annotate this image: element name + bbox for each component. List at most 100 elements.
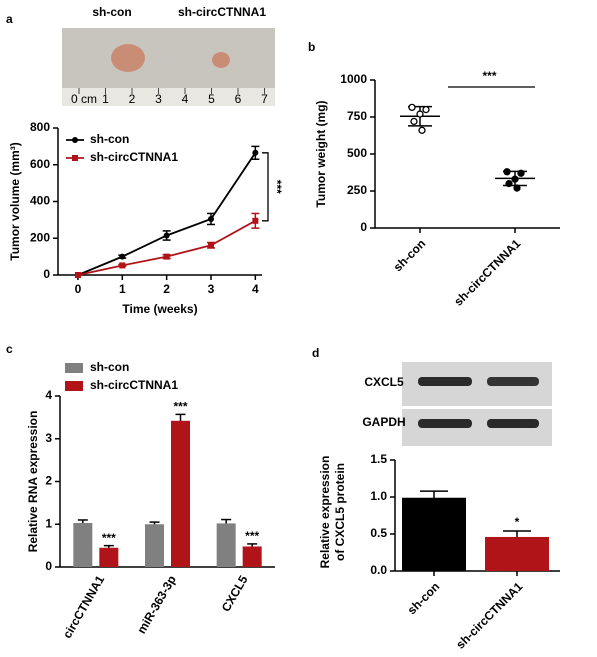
y-tick-label: 500 [347,146,367,160]
bar [99,547,119,567]
x-tick-label: miR-363-3p [134,573,178,636]
data-point [511,175,519,183]
significance-label: *** [270,180,284,194]
y-axis-label: Tumor volume (mm³) [8,142,22,260]
ruler-label: 7 [261,92,268,106]
ruler-label: 4 [182,92,189,106]
marker [74,272,81,278]
marker [252,149,259,156]
significance-label: * [515,515,520,529]
data-point [422,105,430,114]
significance-label: *** [173,400,187,414]
marker [208,215,214,222]
y-tick-label: 600 [30,157,50,171]
ruler-label: 2 [129,92,136,106]
data-point [418,126,426,134]
y-tick-label: 750 [347,109,367,123]
marker [163,232,170,239]
ruler-label: 1 [102,92,109,106]
y-tick-label: 2 [45,474,52,488]
legend-label: sh-circCTNNA1 [90,378,178,392]
significance-bracket [262,152,269,222]
marker [252,217,259,224]
legend-marker [72,137,78,143]
data-point [410,117,418,126]
significance-label: *** [102,531,116,545]
x-tick-label: sh-con [391,236,429,274]
data-point [505,179,513,188]
marker [119,262,126,269]
marker [163,253,170,260]
data-point [408,103,416,112]
y-tick-label: 0 [360,220,367,234]
tumor [111,44,145,72]
blot-band [487,377,539,386]
y-tick-label: 3 [45,431,52,445]
photo-label: sh-con [92,5,131,19]
significance-label: *** [482,69,496,83]
significance-label: *** [245,529,259,543]
panel-letter: b [308,40,315,54]
ruler-label: 0 cm [71,92,97,106]
legend-swatch [65,363,83,373]
x-tick-label: circCTNNA1 [60,573,107,641]
blot-band [418,419,472,428]
bar [216,523,236,567]
bar [171,420,190,567]
x-tick-label: 1 [119,282,126,296]
data-point [416,110,424,118]
y-axis-label: Relative RNA expression [26,411,40,553]
blot-band [487,419,539,428]
bar [145,524,164,567]
legend-label: sh-con [90,132,129,146]
y-tick-label: 1.0 [370,489,387,503]
photo-label: sh-circCTNNA1 [178,5,266,19]
y-tick-label: 0.5 [370,526,387,540]
x-tick-label: sh-con [405,579,443,617]
blot-label: CXCL5 [364,375,404,389]
y-tick-label: 400 [30,194,50,208]
x-tick-label: 4 [252,282,259,296]
x-axis-label: Time (weeks) [122,302,197,316]
y-tick-label: 0.0 [370,563,387,577]
data-point [513,184,521,192]
data-point [503,168,511,176]
y-tick-label: 1000 [340,72,367,86]
legend-marker [72,155,78,161]
panel-letter: d [312,346,319,360]
y-axis-label: Relative expression [318,456,332,569]
y-tick-label: 0 [43,267,50,281]
bar [242,546,262,567]
panel-letter: c [6,342,13,356]
ruler-label: 3 [155,92,162,106]
bar [73,522,93,567]
blot-label: GAPDH [362,415,405,429]
marker [119,253,126,260]
x-tick-label: 2 [163,282,170,296]
y-tick-label: 1.5 [370,452,387,466]
legend-label: sh-con [90,360,129,374]
legend-label: sh-circCTNNA1 [90,150,178,164]
x-tick-label: CXCL5 [219,573,251,614]
y-tick-label: 1 [45,516,52,530]
x-tick-label: 0 [75,282,82,296]
y-tick-label: 0 [45,559,52,573]
x-tick-label: sh-circCTNNA1 [451,236,523,308]
tumor [212,52,230,68]
panel-letter: a [6,12,13,26]
x-tick-label: sh-circCTNNA1 [453,579,525,651]
ruler-label: 5 [208,92,215,106]
ruler-label: 6 [235,92,242,106]
blot-band [418,377,472,386]
bar [402,497,466,571]
data-point [517,169,525,177]
y-tick-label: 4 [45,388,52,402]
bar [485,536,549,571]
legend-swatch [65,381,83,391]
marker [208,242,214,249]
y-tick-label: 250 [347,183,367,197]
x-tick-label: 3 [208,282,215,296]
y-tick-label: 800 [30,120,50,134]
ruler [62,88,275,106]
